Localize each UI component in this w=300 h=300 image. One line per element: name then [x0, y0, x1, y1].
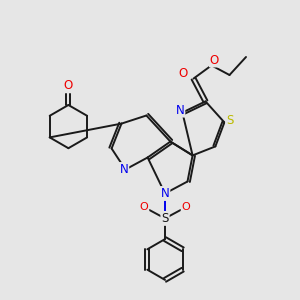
- Text: O: O: [64, 79, 73, 92]
- Text: S: S: [226, 114, 233, 128]
- Text: O: O: [178, 67, 188, 80]
- Text: N: N: [160, 187, 169, 200]
- Text: N: N: [119, 163, 128, 176]
- Text: O: O: [140, 202, 148, 212]
- Text: O: O: [182, 202, 190, 212]
- Text: N: N: [176, 103, 184, 117]
- Text: O: O: [210, 53, 219, 67]
- Text: S: S: [161, 212, 169, 225]
